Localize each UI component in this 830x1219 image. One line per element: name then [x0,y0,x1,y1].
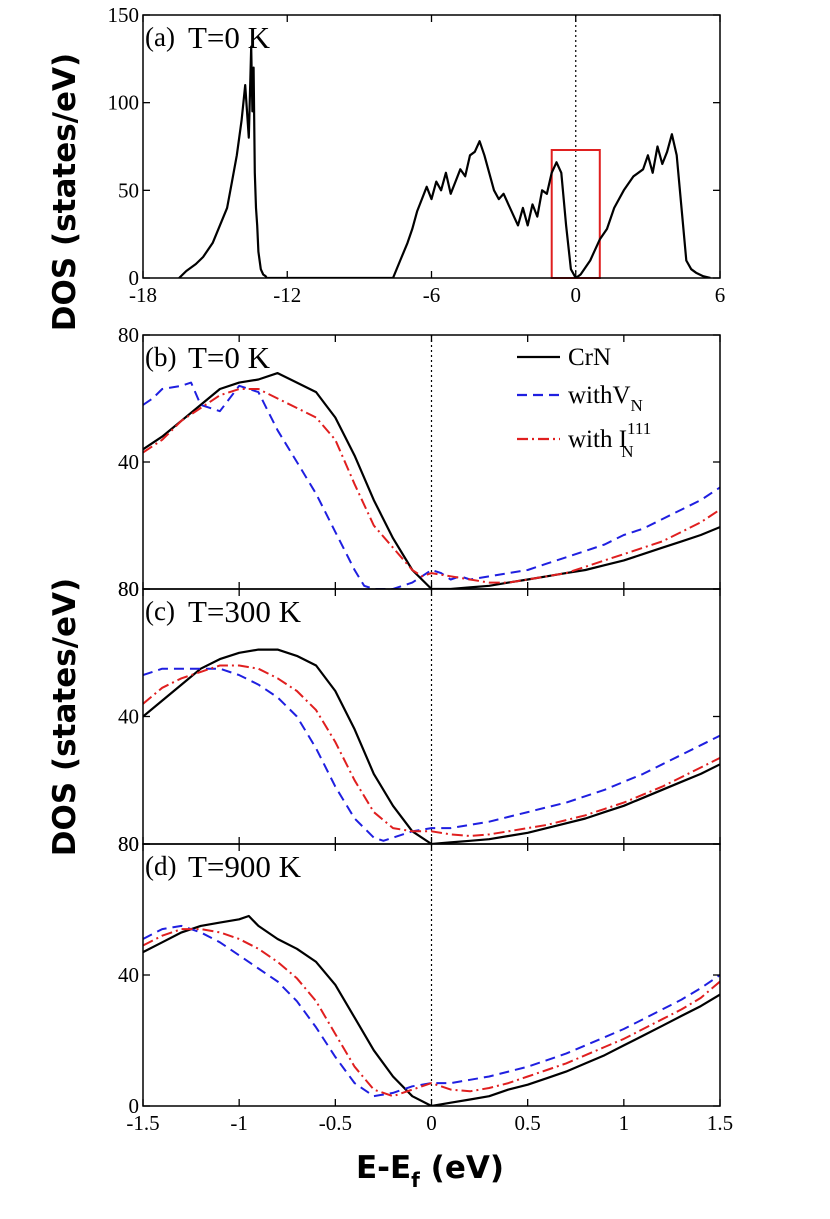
ytick-label: 80 [118,577,139,601]
panel-title-d: T=900 K [188,849,302,884]
legend-text: CrN [568,344,611,371]
panel-label-a: (a) [145,22,175,52]
series-d-2 [143,928,720,1098]
series-group-b [143,372,720,589]
panel-label-d: (d) [145,851,176,881]
xtick-label: 0 [571,283,582,307]
xtick-label: -12 [273,283,301,307]
panel-label-c: (c) [145,596,175,626]
x-axis-label-sub: f [411,1168,420,1192]
xtick-label: 0 [426,1111,437,1135]
series-group-a [178,45,711,278]
panel-label-b: (b) [145,342,176,372]
ytick-label: 80 [118,832,139,856]
series-b-1 [143,381,720,589]
x-axis-label-unit: (eV) [420,1150,504,1186]
legend-sub: N [631,396,643,415]
panel-a: 0 50 100 150 -18 -12 -6 0 6 (a) T=0 K [108,3,726,307]
legend-entry-0: CrN [568,344,611,371]
legend-sub: N [621,442,633,461]
legend-text: with I [568,426,627,453]
ytick-label: 150 [108,3,140,27]
xtick-label: -6 [423,283,441,307]
x-axis-label: E-Ef (eV) [356,1150,504,1192]
ytick-label: 100 [108,91,140,115]
y-axis-label-bottom: DOS (states/eV) [47,578,83,856]
panel-title-c: T=300 K [188,594,302,629]
series-c-2 [143,664,720,837]
series-d-0 [143,914,720,1106]
series-c-1 [143,667,720,842]
xtick-label: -0.5 [319,1111,352,1135]
ytick-label: 80 [118,577,139,601]
xtick-label: -1 [230,1111,248,1135]
ytick-label: 40 [118,705,139,729]
xtick-label: 1 [619,1111,630,1135]
xtick-label: 6 [715,283,726,307]
series-group-d [143,914,720,1106]
ytick-label: 0 [129,1094,140,1118]
legend-sup: 111 [627,419,651,438]
legend-entry-2: with I111 N [568,419,651,461]
ytick-label: 80 [118,832,139,856]
xtick-label: -18 [129,283,157,307]
ytick-label: 80 [118,323,139,347]
series-b-2 [143,388,720,584]
y-axis-label-top: DOS (states/eV) [47,53,83,331]
legend-entry-1: withVN [568,382,643,415]
x-axis-label-main: E-E [356,1150,411,1186]
xtick-label: -1.5 [126,1111,159,1135]
panel-title-a: T=0 K [188,20,271,55]
xtick-label: 0.5 [515,1111,541,1135]
ytick-label: 50 [118,178,139,202]
ytick-label: 0 [129,266,140,290]
series-c-0 [143,648,720,844]
xtick-label: 1.5 [707,1111,733,1135]
panel-d: 0 40 80 -1.5 -1 -0.5 0 0.5 1 1.5 (d) T=900 K [118,832,733,1135]
panel-title-b: T=0 K [188,340,271,375]
legend-text: withV [568,382,631,409]
ytick-label: 40 [118,450,139,474]
ytick-label: 40 [118,963,139,987]
series-d-1 [143,924,720,1098]
series-group-c [143,648,720,844]
series-a-0 [178,45,711,278]
